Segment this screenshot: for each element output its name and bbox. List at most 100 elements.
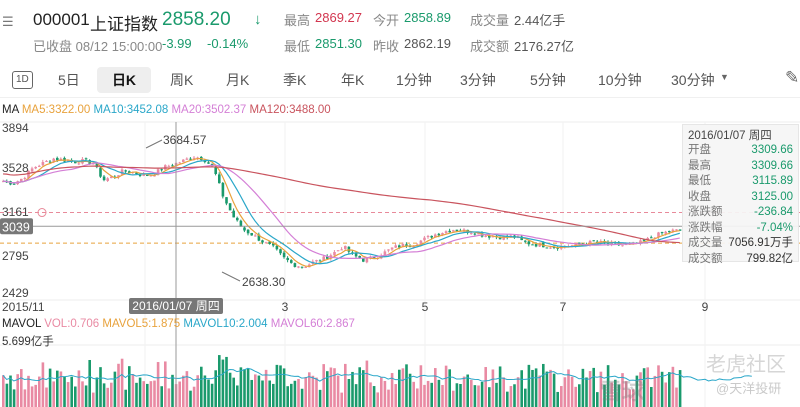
tab-8[interactable]: 3分钟 [460, 72, 496, 88]
volume-bar [545, 371, 549, 407]
vol-item: MAVOL60:2.867 [270, 318, 355, 330]
candle [20, 178, 23, 182]
candle [455, 229, 459, 232]
candle [38, 165, 41, 167]
volume-bar [20, 369, 23, 407]
candle [138, 174, 142, 176]
candle [117, 175, 120, 178]
crosshair-date-badge [129, 298, 223, 314]
candle [383, 251, 387, 256]
volume-bar [207, 379, 210, 407]
search-list-icon[interactable]: ☰ [2, 14, 14, 29]
watermark-logo: 雪球 [600, 379, 645, 404]
crosshair-price-badge [0, 218, 33, 235]
candle [66, 160, 70, 162]
tab-7[interactable]: 1分钟 [396, 72, 432, 88]
candle [322, 256, 325, 261]
tab-11[interactable]: 30分钟 [671, 72, 715, 88]
tab-3[interactable]: 周K [170, 72, 194, 88]
tooltip-row: 涨跌额 -236.84 [688, 205, 793, 221]
tooltip-label: 涨跌幅 [688, 221, 723, 234]
volume-bar [354, 384, 358, 407]
volume-bar [606, 365, 610, 407]
volume-bar [138, 377, 142, 407]
stat-label: 成交额 [470, 39, 510, 54]
candle [336, 250, 340, 252]
tab-6[interactable]: 年K [341, 72, 365, 88]
candle [448, 230, 451, 233]
chevron-down-icon[interactable]: ▼ [720, 72, 729, 82]
volume-bar [84, 385, 88, 407]
volume-bar [621, 373, 624, 407]
candle [95, 163, 99, 168]
candle [214, 166, 217, 174]
volume-bar [534, 368, 538, 407]
tab-1[interactable]: 5日 [58, 72, 80, 88]
tab-5[interactable]: 季K [283, 72, 307, 88]
volume-bar [369, 382, 372, 407]
candle [387, 249, 390, 251]
volume-bar [9, 375, 12, 407]
candle [534, 244, 538, 247]
candle [128, 171, 131, 173]
volume-bar [585, 377, 588, 407]
candle [243, 227, 246, 231]
volume-bar [149, 381, 153, 407]
annotation-line [221, 271, 241, 282]
volume-bar [257, 375, 261, 407]
volume-bar [642, 368, 646, 407]
volume-bar [214, 370, 217, 407]
candle [23, 178, 27, 180]
candle [192, 157, 196, 159]
volume-bar [279, 365, 282, 407]
volume-bar [246, 368, 250, 407]
volume-bar [527, 364, 531, 407]
candle [290, 260, 293, 263]
volume-bar [135, 382, 138, 407]
price-change-pct: -0.14% [207, 36, 249, 51]
tab-4[interactable]: 月K [226, 72, 250, 88]
volume-bar [412, 381, 415, 407]
candle [358, 255, 361, 259]
candle [279, 249, 282, 254]
pen-icon[interactable]: ✎ [785, 68, 800, 87]
volume-bar [455, 383, 459, 407]
ma-item: MA20:3502.37 [171, 104, 247, 116]
volume-bar [538, 375, 541, 407]
tab-0[interactable]: 1D [12, 71, 33, 89]
volume-bar [290, 383, 293, 407]
volume-bar [398, 369, 401, 407]
candle [221, 182, 225, 197]
x-tick-label: 2015/11 [2, 300, 45, 314]
period-tabs: 1D 5日 日K 周K 月K 季K 年K 1分钟 3分钟 5分钟 10分钟 30分钟 ▼ [0, 65, 800, 95]
volume-bar [81, 381, 84, 407]
volume-bar [495, 382, 498, 407]
volume-bar [434, 368, 437, 407]
volume-bar [286, 386, 289, 407]
volume-bar [300, 388, 304, 407]
candle [110, 176, 113, 179]
candle [549, 247, 552, 249]
arrow-down-icon: ↓ [254, 11, 262, 28]
volume-bar [462, 376, 466, 407]
volume-bar [88, 359, 91, 407]
tab-2[interactable]: 日K [97, 67, 151, 93]
y-tick-label: 3894 [2, 121, 29, 135]
candle [189, 158, 192, 160]
candle [372, 256, 376, 259]
ma-title: MA [2, 104, 19, 116]
tab-9[interactable]: 5分钟 [530, 72, 566, 88]
volume-bar [401, 368, 405, 407]
volume-bar [185, 371, 189, 407]
volume-bar [66, 382, 70, 407]
candle [261, 240, 264, 243]
tab-10[interactable]: 10分钟 [598, 72, 642, 88]
volume-bar [196, 375, 199, 407]
candle [300, 266, 304, 268]
volume-bar [27, 375, 30, 407]
volume-bar [552, 373, 556, 407]
volume-bar [448, 369, 451, 407]
price-change: -3.99 [162, 36, 192, 51]
volume-bar [322, 364, 325, 407]
